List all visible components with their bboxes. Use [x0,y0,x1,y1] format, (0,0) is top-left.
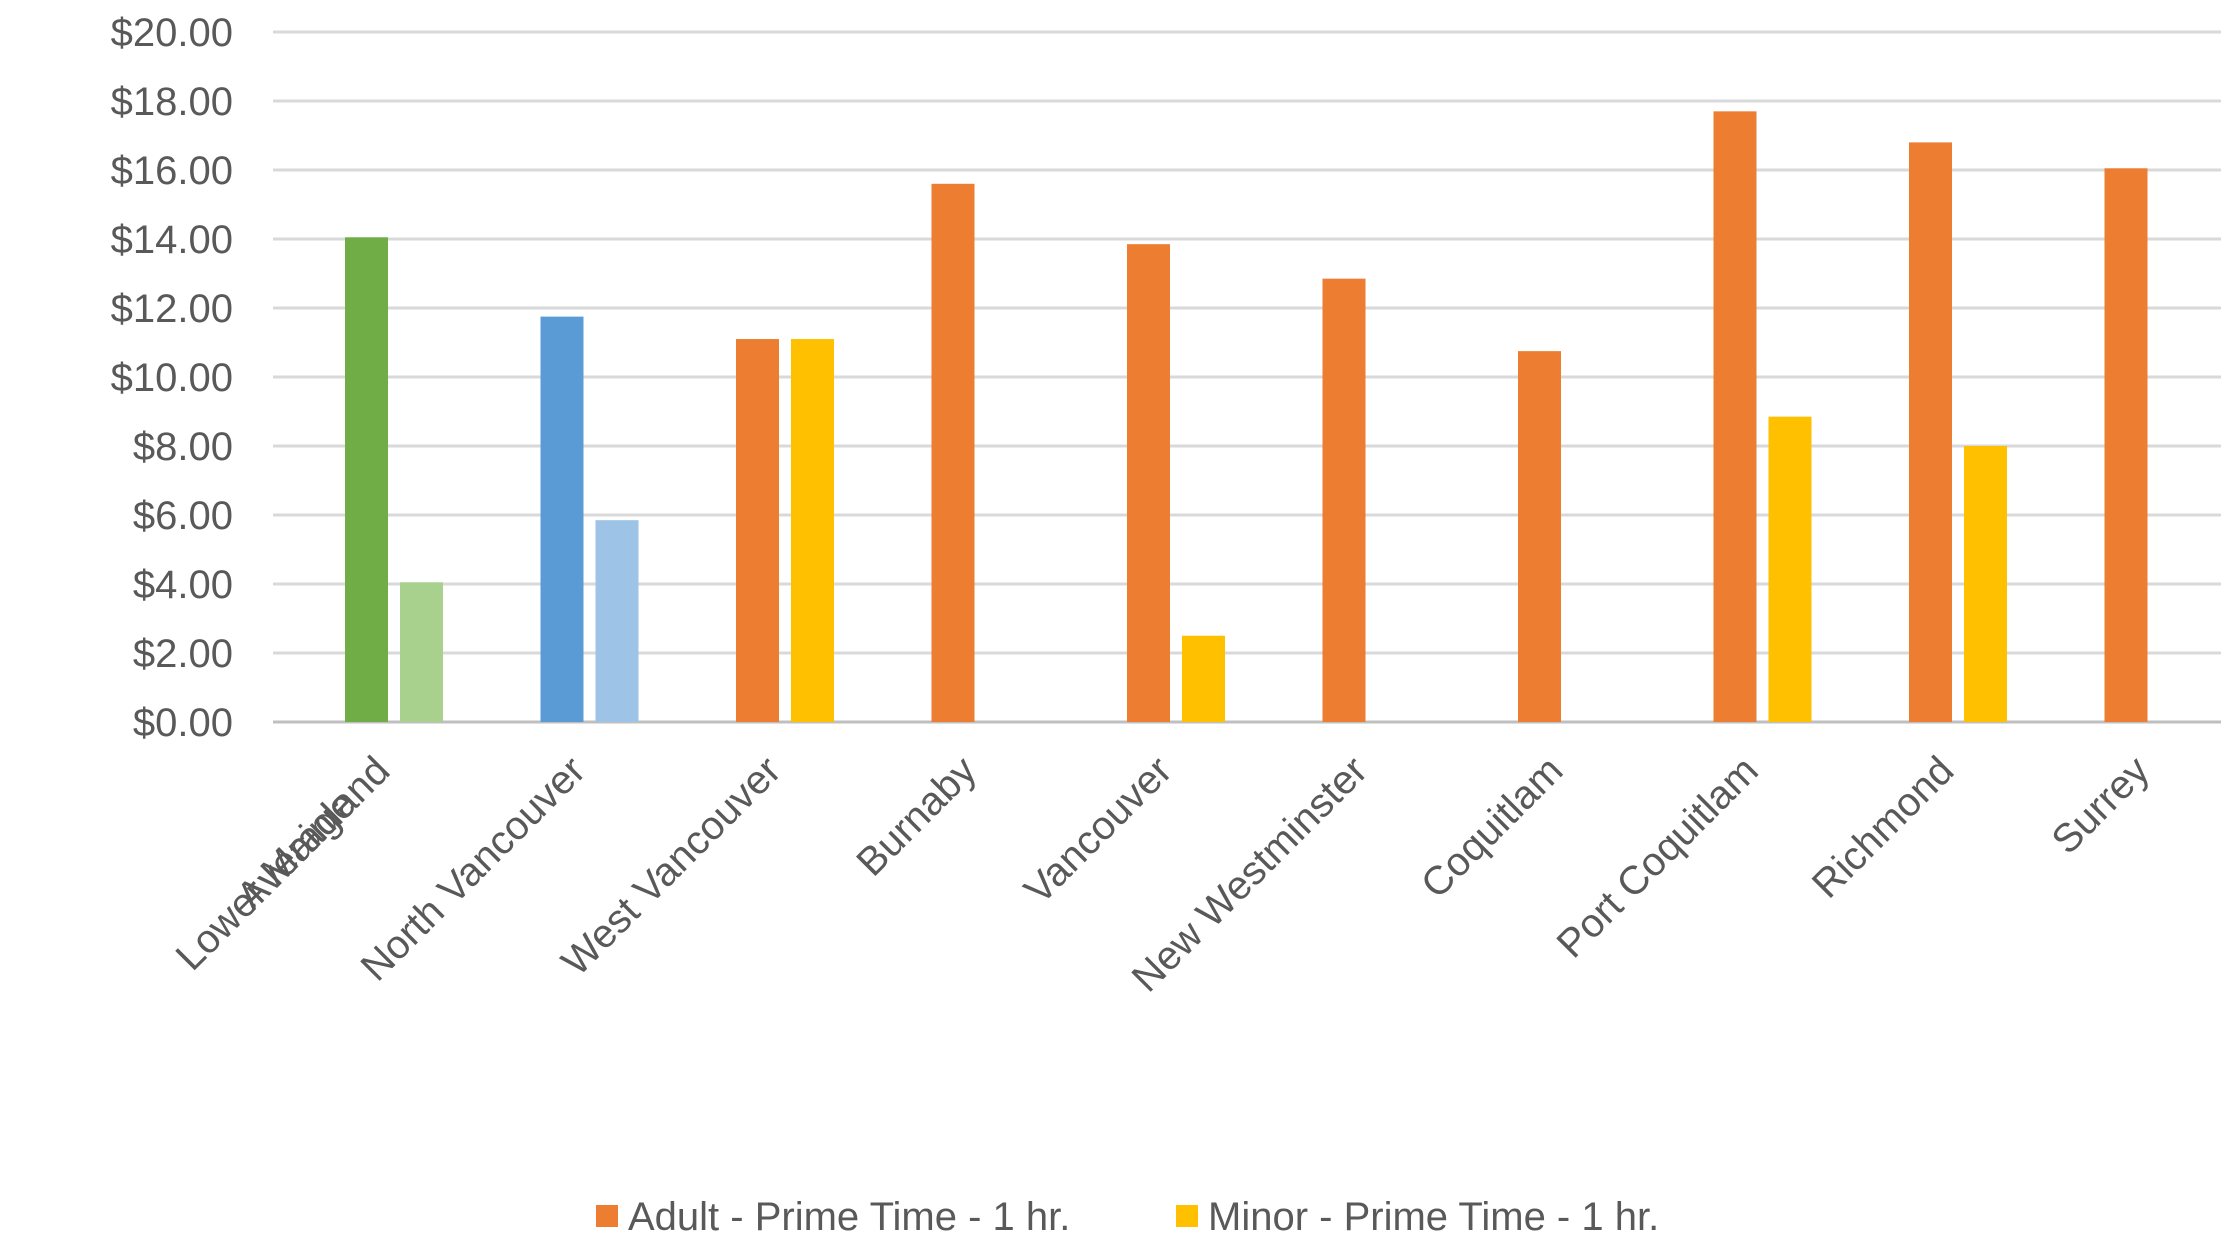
bar-adult-8 [1909,142,1952,722]
legend-swatch-adult [596,1205,618,1227]
x-tick-label: Port Coquitlam [1549,748,1767,966]
bar-minor-2 [791,339,834,722]
y-tick-label: $14.00 [111,218,233,262]
bar-adult-9 [2104,168,2148,722]
y-tick-label: $18.00 [111,80,233,124]
legend: Adult - Prime Time - 1 hr. Minor - Prime … [596,1195,1659,1238]
x-tick-label: Burnaby [848,748,984,884]
bars [345,111,2148,723]
bar-adult-1 [540,316,584,722]
y-tick-label: $2.00 [133,632,233,676]
y-axis-tick-labels: $0.00 $2.00 $4.00 $6.00 $8.00 $10.00 $12.00 $14… [111,11,233,745]
x-tick-label: Coquitlam [1413,748,1571,906]
bar-minor-1 [595,520,639,722]
x-tick-label: Lower Mainland [168,748,399,979]
bar-adult-6 [1518,351,1561,722]
legend-label-adult: Adult - Prime Time - 1 hr. [628,1195,1070,1238]
y-tick-label: $6.00 [133,494,233,538]
bar-adult-3 [931,183,975,723]
bar-minor-0 [400,582,443,722]
bar-adult-4 [1127,244,1170,723]
y-tick-label: $12.00 [111,287,233,331]
bar-minor-4 [1182,635,1225,722]
legend-label-minor: Minor - Prime Time - 1 hr. [1208,1195,1659,1238]
bar-minor-7 [1768,416,1812,722]
legend-swatch-minor [1176,1205,1198,1227]
x-tick-label: Vancouver [1016,748,1180,912]
bar-adult-7 [1713,111,1757,723]
y-tick-label: $4.00 [133,563,233,607]
bar-adult-2 [736,339,779,722]
y-tick-label: $10.00 [111,356,233,400]
y-tick-label: $8.00 [133,425,233,469]
bar-adult-0 [345,237,388,722]
y-tick-label: $0.00 [133,701,233,745]
x-tick-label: Surrey [2043,748,2157,862]
bar-adult-5 [1322,278,1366,722]
y-tick-label: $16.00 [111,149,233,193]
bar-minor-8 [1964,446,2007,722]
y-tick-label: $20.00 [111,11,233,55]
x-tick-label: Richmond [1804,748,1962,906]
